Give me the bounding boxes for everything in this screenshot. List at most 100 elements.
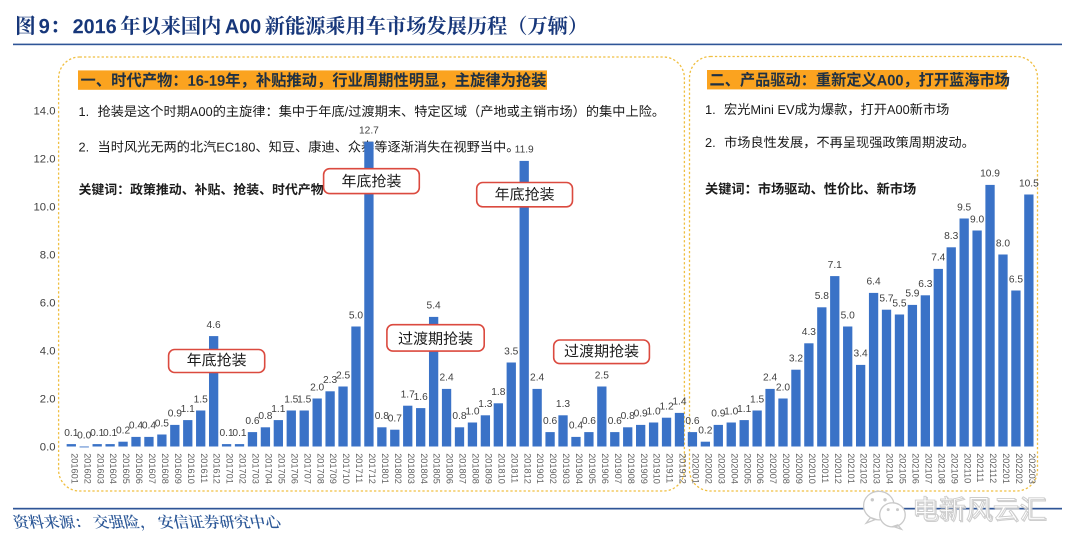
svg-text:201901: 201901	[535, 453, 545, 484]
svg-text:201610: 201610	[186, 453, 196, 484]
svg-text:202010: 202010	[807, 453, 817, 484]
svg-text:202008: 202008	[781, 453, 791, 484]
svg-text:0.5: 0.5	[155, 418, 169, 429]
svg-text:1.5: 1.5	[284, 394, 298, 405]
svg-text:0.2: 0.2	[698, 426, 712, 437]
svg-text:6.5: 6.5	[1009, 274, 1023, 285]
svg-text:2.5: 2.5	[595, 370, 609, 381]
svg-text:201806: 201806	[445, 453, 455, 484]
svg-text:202106: 202106	[911, 453, 921, 484]
svg-text:1.5: 1.5	[750, 394, 764, 405]
svg-text:0.1: 0.1	[103, 428, 117, 439]
svg-text:9.0: 9.0	[970, 214, 984, 225]
svg-text:2.4: 2.4	[439, 373, 453, 384]
svg-text:201910: 201910	[652, 453, 662, 484]
svg-text:201905: 201905	[587, 453, 597, 484]
svg-text:0.6: 0.6	[543, 416, 557, 427]
svg-text:4.0: 4.0	[40, 346, 56, 358]
svg-text:202103: 202103	[872, 453, 882, 484]
svg-text:201603: 201603	[95, 453, 105, 484]
svg-text:2.4: 2.4	[530, 373, 544, 384]
svg-text:0.6: 0.6	[582, 416, 596, 427]
svg-text:1.0: 1.0	[724, 406, 738, 417]
svg-text:1.0: 1.0	[465, 406, 479, 417]
svg-text:1.3: 1.3	[556, 399, 570, 410]
svg-text:202006: 202006	[755, 453, 765, 484]
svg-text:202011: 202011	[820, 453, 830, 483]
svg-text:202111: 202111	[975, 453, 985, 482]
svg-text:0.8: 0.8	[375, 411, 389, 422]
svg-text:5.5: 5.5	[892, 298, 906, 309]
svg-text:201601: 201601	[69, 453, 79, 484]
svg-text:2.3: 2.3	[323, 375, 337, 386]
svg-text:202009: 202009	[794, 453, 804, 484]
svg-text:201602: 201602	[82, 453, 92, 484]
svg-text:202101: 202101	[846, 453, 856, 484]
svg-text:202002: 202002	[703, 453, 713, 484]
svg-text:2.0: 2.0	[310, 382, 324, 393]
svg-text:0.6: 0.6	[245, 416, 259, 427]
svg-text:201805: 201805	[432, 453, 442, 484]
svg-text:201911: 201911	[665, 453, 675, 483]
svg-text:5.4: 5.4	[427, 301, 441, 312]
svg-text:0.4: 0.4	[129, 421, 143, 432]
svg-text:3.4: 3.4	[854, 349, 868, 360]
svg-text:202201: 202201	[1001, 453, 1011, 484]
svg-text:202003: 202003	[716, 453, 726, 484]
svg-text:8.3: 8.3	[944, 231, 958, 242]
svg-text:201811: 201811	[509, 453, 519, 483]
svg-text:1.7: 1.7	[401, 390, 415, 401]
svg-text:6.0: 6.0	[40, 298, 56, 310]
svg-text:0.8: 0.8	[258, 411, 272, 422]
svg-text:2.0: 2.0	[776, 382, 790, 393]
svg-text:0.9: 0.9	[711, 409, 725, 420]
svg-text:201902: 201902	[548, 453, 558, 484]
svg-text:202001: 202001	[691, 453, 701, 484]
svg-text:201907: 201907	[613, 453, 623, 484]
svg-text:1.8: 1.8	[491, 387, 505, 398]
svg-text:11.9: 11.9	[515, 145, 534, 156]
svg-text:201705: 201705	[276, 453, 286, 484]
svg-text:201906: 201906	[600, 453, 610, 484]
svg-text:2.5: 2.5	[336, 370, 350, 381]
svg-text:202105: 202105	[898, 453, 908, 484]
svg-text:1.1: 1.1	[271, 404, 285, 415]
svg-text:201809: 201809	[483, 453, 493, 484]
svg-text:202005: 202005	[742, 453, 752, 484]
svg-text:6.4: 6.4	[866, 277, 880, 288]
svg-text:0.1: 0.1	[232, 428, 246, 439]
svg-text:0.6: 0.6	[608, 416, 622, 427]
svg-text:9.5: 9.5	[957, 202, 971, 213]
svg-text:201710: 201710	[341, 453, 351, 484]
svg-text:4.3: 4.3	[802, 327, 816, 338]
svg-text:10.5: 10.5	[1019, 178, 1039, 189]
svg-text:201904: 201904	[574, 453, 584, 484]
svg-text:202007: 202007	[768, 453, 778, 484]
svg-text:202012: 202012	[833, 453, 843, 484]
svg-text:2.0: 2.0	[40, 394, 56, 406]
svg-text:5.0: 5.0	[349, 310, 363, 321]
svg-text:5.7: 5.7	[879, 294, 893, 305]
svg-text:201708: 201708	[315, 453, 325, 484]
svg-text:201712: 201712	[367, 453, 377, 484]
svg-text:201810: 201810	[496, 453, 506, 484]
svg-text:201604: 201604	[108, 453, 118, 484]
svg-text:0.1: 0.1	[219, 428, 233, 439]
svg-text:1.5: 1.5	[194, 394, 208, 405]
svg-text:0.6: 0.6	[685, 416, 699, 427]
svg-text:5.9: 5.9	[905, 289, 919, 300]
svg-text:202112: 202112	[988, 453, 998, 483]
svg-text:1.6: 1.6	[414, 392, 428, 403]
svg-text:0.0: 0.0	[40, 442, 56, 454]
svg-text:201607: 201607	[147, 453, 157, 484]
svg-text:8.0: 8.0	[40, 250, 56, 262]
svg-text:4.6: 4.6	[207, 320, 221, 331]
svg-text:201608: 201608	[160, 453, 170, 484]
svg-text:201709: 201709	[328, 453, 338, 484]
svg-text:8.0: 8.0	[996, 238, 1010, 249]
svg-text:202110: 202110	[962, 453, 972, 483]
svg-text:202202: 202202	[1014, 453, 1024, 484]
svg-text:201706: 201706	[289, 453, 299, 484]
svg-text:201606: 201606	[134, 453, 144, 484]
svg-text:3.5: 3.5	[504, 346, 518, 357]
